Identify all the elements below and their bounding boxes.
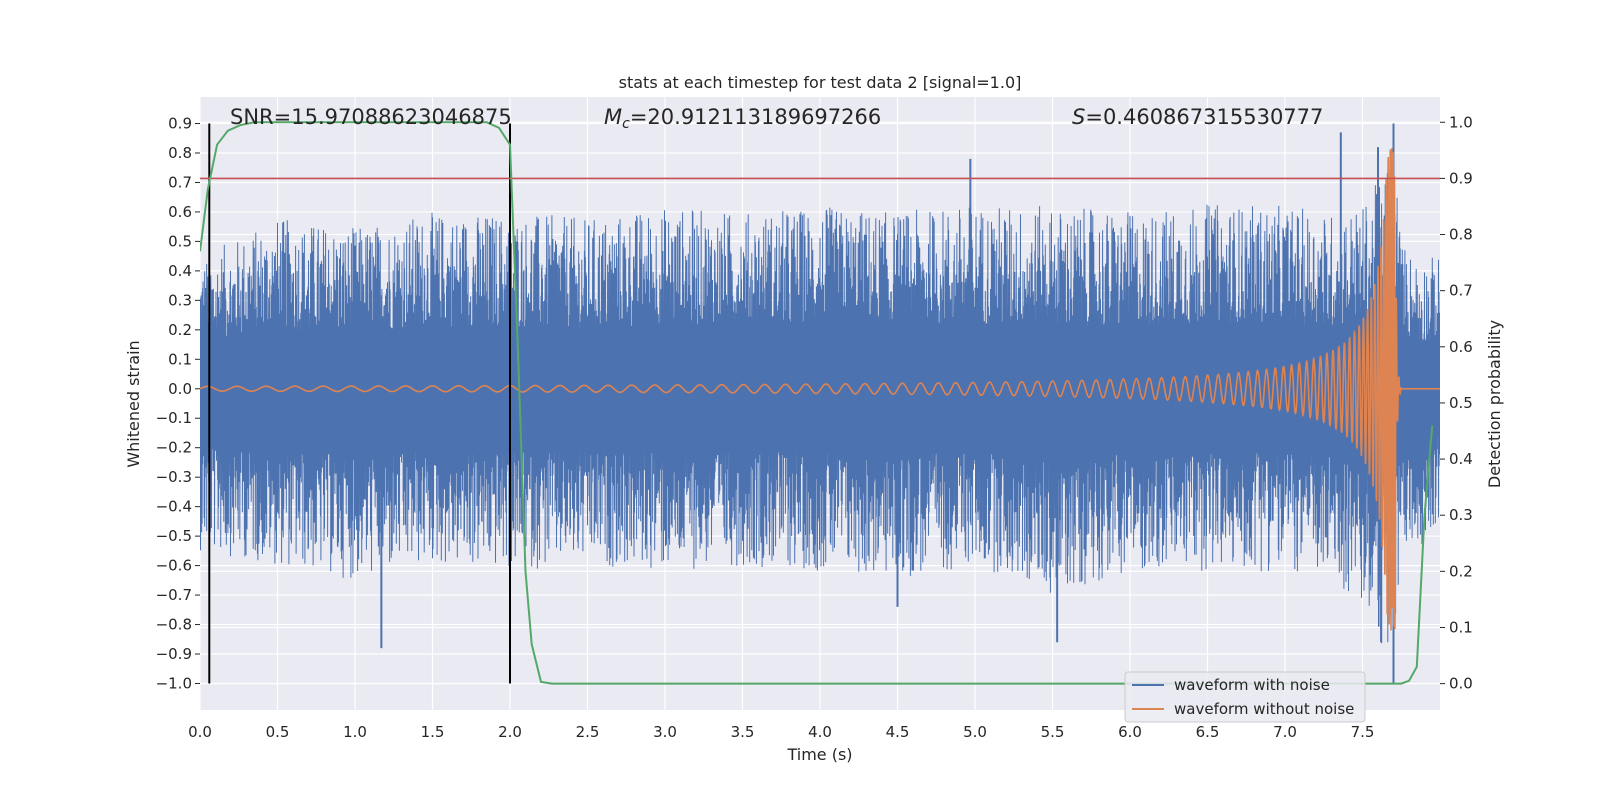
y2-axis-ticks: 1.0 0.9 0.8 0.7 0.6 0.5 0.4 0.3 0.2 0.1 0.0 [1440, 113, 1473, 693]
x-tick-label: 1.0 [343, 723, 367, 741]
y-tick-label: 0.4 [168, 262, 192, 280]
annotation-snr: SNR=15.97088623046875 [230, 105, 512, 129]
y-tick-label: 0.7 [168, 173, 192, 191]
y-tick-label: −0.9 [156, 645, 192, 663]
x-tick-label: 4.5 [886, 723, 910, 741]
y2-tick-label: 0.2 [1449, 562, 1473, 580]
probability-trace [200, 121, 1434, 685]
y2-tick-label: 1.0 [1449, 113, 1473, 131]
y-tick-label: −0.7 [156, 586, 192, 604]
x-axis-label: Time (s) [786, 745, 852, 764]
series-waveform-without-noise [200, 148, 1440, 631]
annotation-mc-symbol: M [604, 105, 622, 129]
y-tick-label: −0.2 [156, 439, 192, 457]
chirp-trace [200, 148, 1440, 631]
y-tick-label: 0.0 [168, 380, 192, 398]
annotation-s-value: =0.460867315530777 [1085, 105, 1323, 129]
annotation-s: S=0.460867315530777 [1072, 105, 1323, 129]
x-tick-label: 6.5 [1196, 723, 1220, 741]
y2-tick-label: 0.7 [1449, 282, 1473, 300]
annotation-mc-subscript: c [622, 116, 630, 132]
annotation-s-symbol: S [1072, 105, 1085, 129]
series-detection-probability [200, 121, 1434, 685]
noise-trace [200, 166, 1440, 644]
annotation-chirp-mass: Mc=20.912113189697266 [604, 105, 881, 132]
x-tick-label: 5.0 [963, 723, 987, 741]
y2-tick-label: 0.5 [1449, 394, 1473, 412]
y-tick-label: −0.3 [156, 468, 192, 486]
y-tick-label: 0.8 [168, 144, 192, 162]
y-tick-label: 0.6 [168, 203, 192, 221]
y2-tick-label: 0.1 [1449, 618, 1473, 636]
x-tick-label: 7.0 [1273, 723, 1297, 741]
annotation-mc-value: =20.912113189697266 [630, 105, 881, 129]
vertical-markers [208, 123, 511, 684]
chart-title: stats at each timestep for test data 2 [… [619, 73, 1022, 92]
y-tick-label: −0.6 [156, 557, 192, 575]
x-tick-label: 2.5 [576, 723, 600, 741]
y-tick-label: −0.4 [156, 498, 192, 516]
x-axis-ticks: 0.0 0.5 1.0 1.5 2.0 2.5 3.0 3.5 4.0 4.5 5.0 5.5 6.0 6… [188, 723, 1374, 741]
legend-label-noise: waveform with noise [1174, 676, 1330, 694]
x-tick-label: 0.5 [266, 723, 290, 741]
y-tick-label: −1.0 [156, 674, 192, 692]
x-tick-label: 2.0 [498, 723, 522, 741]
y-tick-label: 0.1 [168, 350, 192, 368]
x-tick-label: 0.0 [188, 723, 212, 741]
legend-frame [1124, 671, 1366, 723]
y-tick-label: −0.8 [156, 616, 192, 634]
x-tick-label: 5.5 [1041, 723, 1065, 741]
y-axis-label: Whitened strain [124, 340, 143, 467]
x-tick-label: 3.5 [731, 723, 755, 741]
x-tick-label: 6.0 [1118, 723, 1142, 741]
y-tick-label: 0.2 [168, 321, 192, 339]
y-tick-label: −0.1 [156, 409, 192, 427]
y-axis-ticks: 0.9 0.8 0.7 0.6 0.5 0.4 0.3 0.2 0.1 0.0 −0.1 −0.2 −0… [156, 115, 200, 692]
y2-tick-label: 0.4 [1449, 450, 1473, 468]
y2-tick-label: 0.6 [1449, 338, 1473, 356]
legend-label-clean: waveform without noise [1174, 700, 1354, 718]
x-tick-label: 7.5 [1351, 723, 1375, 741]
y-tick-label: 0.9 [168, 115, 192, 133]
legend: waveform with noise waveform without noi… [1124, 671, 1366, 723]
y2-tick-label: 0.3 [1449, 506, 1473, 524]
y2-tick-label: 0.8 [1449, 226, 1473, 244]
y-tick-label: −0.5 [156, 527, 192, 545]
y-tick-label: 0.3 [168, 291, 192, 309]
y2-tick-label: 0.0 [1449, 675, 1473, 693]
x-tick-label: 4.0 [808, 723, 832, 741]
x-tick-label: 3.0 [653, 723, 677, 741]
y2-axis-label: Detection probability [1485, 320, 1504, 488]
y-tick-label: 0.5 [168, 232, 192, 250]
y2-tick-label: 0.9 [1449, 169, 1473, 187]
x-tick-label: 1.5 [421, 723, 445, 741]
